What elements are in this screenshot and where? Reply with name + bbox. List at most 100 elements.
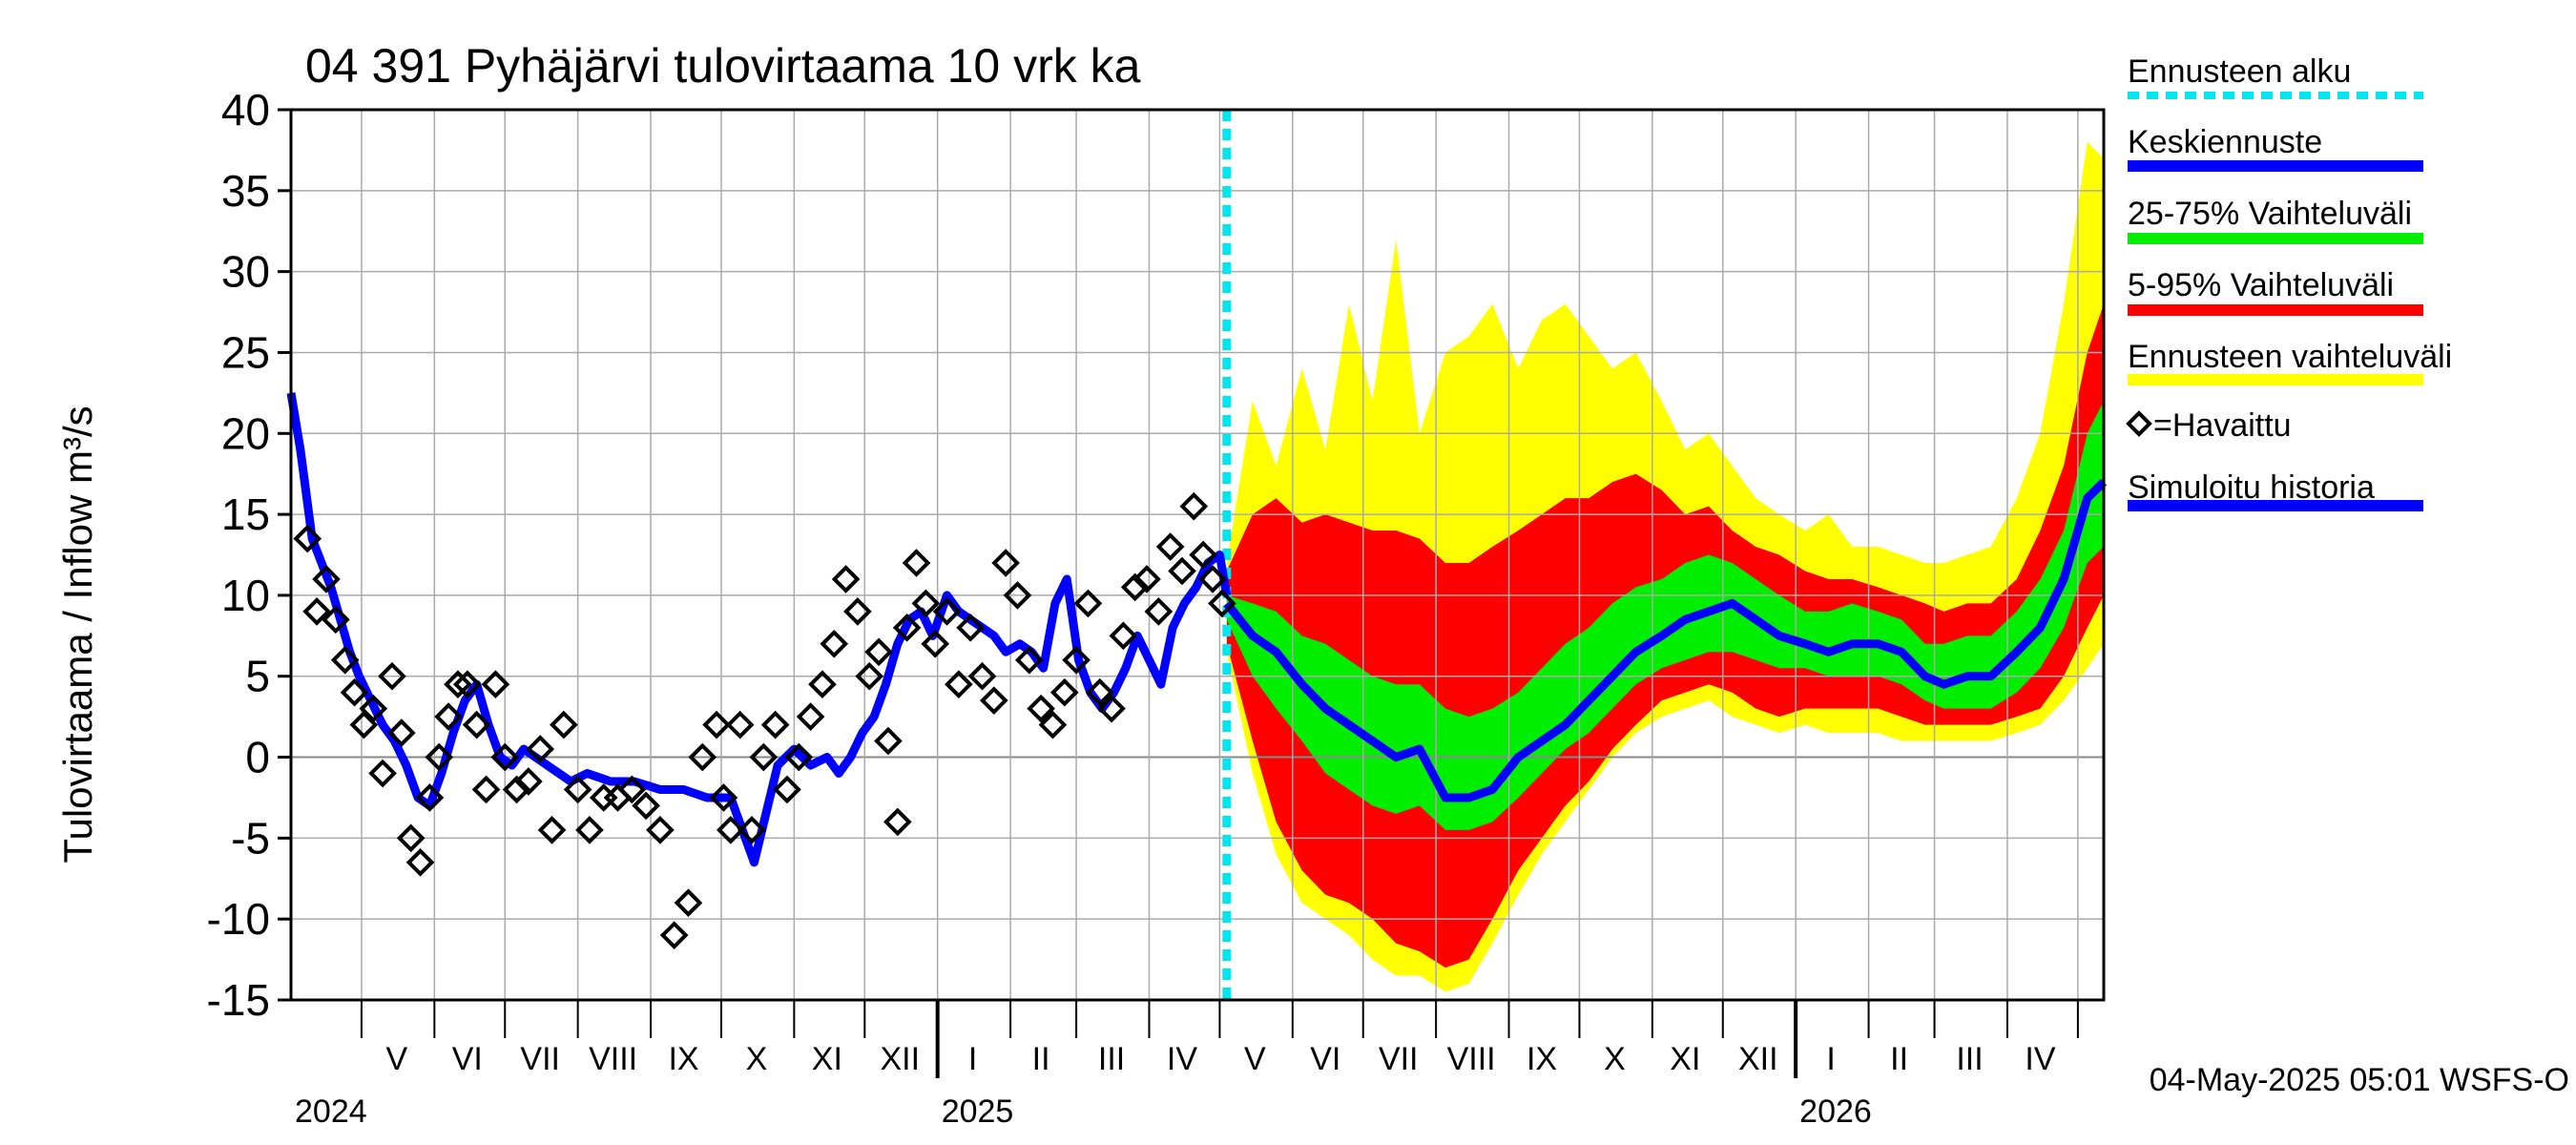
observed-point bbox=[405, 847, 435, 877]
observed-point bbox=[659, 921, 689, 949]
observed-point bbox=[321, 605, 350, 635]
observed-point bbox=[617, 775, 647, 804]
observed-point bbox=[1085, 677, 1114, 707]
legend-label: Simuloitu historia bbox=[2128, 469, 2375, 506]
legend-label: 25-75% Vaihteluväli bbox=[2128, 196, 2412, 232]
legend-swatch-observed bbox=[2126, 410, 2152, 437]
legend-label: =Havaittu bbox=[2153, 407, 2292, 444]
observed-point bbox=[502, 775, 531, 804]
observed-point bbox=[1144, 597, 1174, 626]
observed-point bbox=[874, 726, 903, 756]
month-label: II bbox=[1032, 1041, 1050, 1077]
year-label: 2025 bbox=[942, 1093, 1014, 1130]
observed-point bbox=[1003, 581, 1032, 610]
observed-point bbox=[1073, 589, 1103, 618]
y-tick-label: 15 bbox=[221, 489, 270, 539]
observed-point bbox=[1062, 645, 1091, 675]
observed-point bbox=[386, 718, 416, 747]
observed-point bbox=[1038, 710, 1068, 739]
month-label: XI bbox=[812, 1041, 842, 1077]
observed-point bbox=[892, 614, 922, 642]
observed-point bbox=[688, 742, 717, 772]
observed-point bbox=[831, 565, 861, 593]
month-label: VII bbox=[520, 1041, 560, 1077]
chart-title: 04 391 Pyhäjärvi tulovirtaama 10 vrk ka bbox=[305, 39, 1141, 93]
observed-point bbox=[855, 661, 884, 691]
month-label: IV bbox=[1167, 1041, 1197, 1077]
legend-label: Ennusteen vaihteluväli bbox=[2128, 339, 2452, 375]
observed-point bbox=[302, 597, 331, 626]
observed-point bbox=[796, 702, 825, 731]
plot-frame bbox=[289, 108, 2106, 1002]
month-label: VI bbox=[1310, 1041, 1340, 1077]
year-label: 2026 bbox=[1799, 1093, 1872, 1130]
median-forecast-line bbox=[1223, 478, 2108, 802]
observed-point bbox=[843, 597, 872, 626]
month-label: IX bbox=[1527, 1041, 1557, 1077]
month-label: X bbox=[1604, 1041, 1626, 1077]
observed-point bbox=[1208, 589, 1236, 618]
month-label: XII bbox=[1738, 1041, 1778, 1077]
month-label: VIII bbox=[589, 1041, 637, 1077]
observed-point bbox=[902, 549, 931, 577]
observed-point bbox=[702, 710, 731, 739]
observed-point bbox=[725, 710, 755, 739]
month-label: II bbox=[1890, 1041, 1908, 1077]
observed-point bbox=[1049, 677, 1079, 707]
observed-point bbox=[784, 742, 814, 772]
legend: Ennusteen alku Keskiennuste 25-75% Vaihtel… bbox=[2126, 53, 2452, 511]
legend-label: 5-95% Vaihteluväli bbox=[2128, 267, 2394, 303]
observed-point bbox=[396, 823, 426, 853]
observed-point bbox=[737, 816, 766, 844]
observed-point bbox=[717, 816, 745, 844]
observed-point bbox=[1014, 645, 1044, 675]
observed-point bbox=[340, 677, 369, 707]
observed-point bbox=[760, 710, 790, 739]
observed-point bbox=[1132, 565, 1161, 593]
observed-point bbox=[481, 670, 510, 699]
observed-point bbox=[378, 661, 406, 691]
observed-point bbox=[709, 783, 738, 812]
observed-point bbox=[368, 759, 397, 788]
observed-point bbox=[1179, 491, 1209, 521]
observed-point bbox=[646, 816, 675, 844]
observed-point bbox=[991, 549, 1020, 577]
observed-point bbox=[632, 791, 660, 821]
observed-point bbox=[1120, 572, 1150, 602]
y-tick-label: 0 bbox=[245, 733, 270, 782]
observed-point bbox=[434, 702, 463, 731]
observed-point bbox=[514, 767, 543, 796]
month-label: I bbox=[1826, 1041, 1835, 1077]
month-label: XII bbox=[880, 1041, 920, 1077]
observed-point bbox=[526, 735, 555, 763]
month-label: V bbox=[386, 1041, 408, 1077]
observed-point bbox=[773, 775, 801, 804]
observed-point bbox=[1168, 556, 1196, 586]
month-label: IX bbox=[668, 1041, 698, 1077]
y-tick-label: -15 bbox=[207, 975, 270, 1025]
month-label: X bbox=[746, 1041, 768, 1077]
observed-point bbox=[1109, 621, 1138, 651]
y-tick-label: 40 bbox=[221, 85, 270, 135]
month-label: IV bbox=[2025, 1041, 2055, 1077]
observed-markers bbox=[293, 491, 1236, 949]
y-tick-label: -5 bbox=[231, 813, 270, 863]
observed-point bbox=[452, 670, 482, 699]
month-label: VIII bbox=[1447, 1041, 1496, 1077]
observed-point bbox=[415, 783, 445, 812]
observed-point bbox=[293, 524, 322, 553]
observed-point bbox=[490, 742, 520, 772]
observed-point bbox=[312, 565, 341, 593]
observed-point bbox=[563, 775, 592, 804]
observed-point bbox=[911, 589, 941, 618]
y-tick-label: -10 bbox=[207, 894, 270, 944]
observed-point bbox=[1097, 694, 1126, 723]
y-tick-label: 10 bbox=[221, 571, 270, 620]
observed-point bbox=[425, 742, 454, 772]
year-label: 2024 bbox=[295, 1093, 367, 1130]
y-tick-label: 25 bbox=[221, 327, 270, 377]
month-label: III bbox=[1098, 1041, 1125, 1077]
month-label: XI bbox=[1670, 1041, 1700, 1077]
